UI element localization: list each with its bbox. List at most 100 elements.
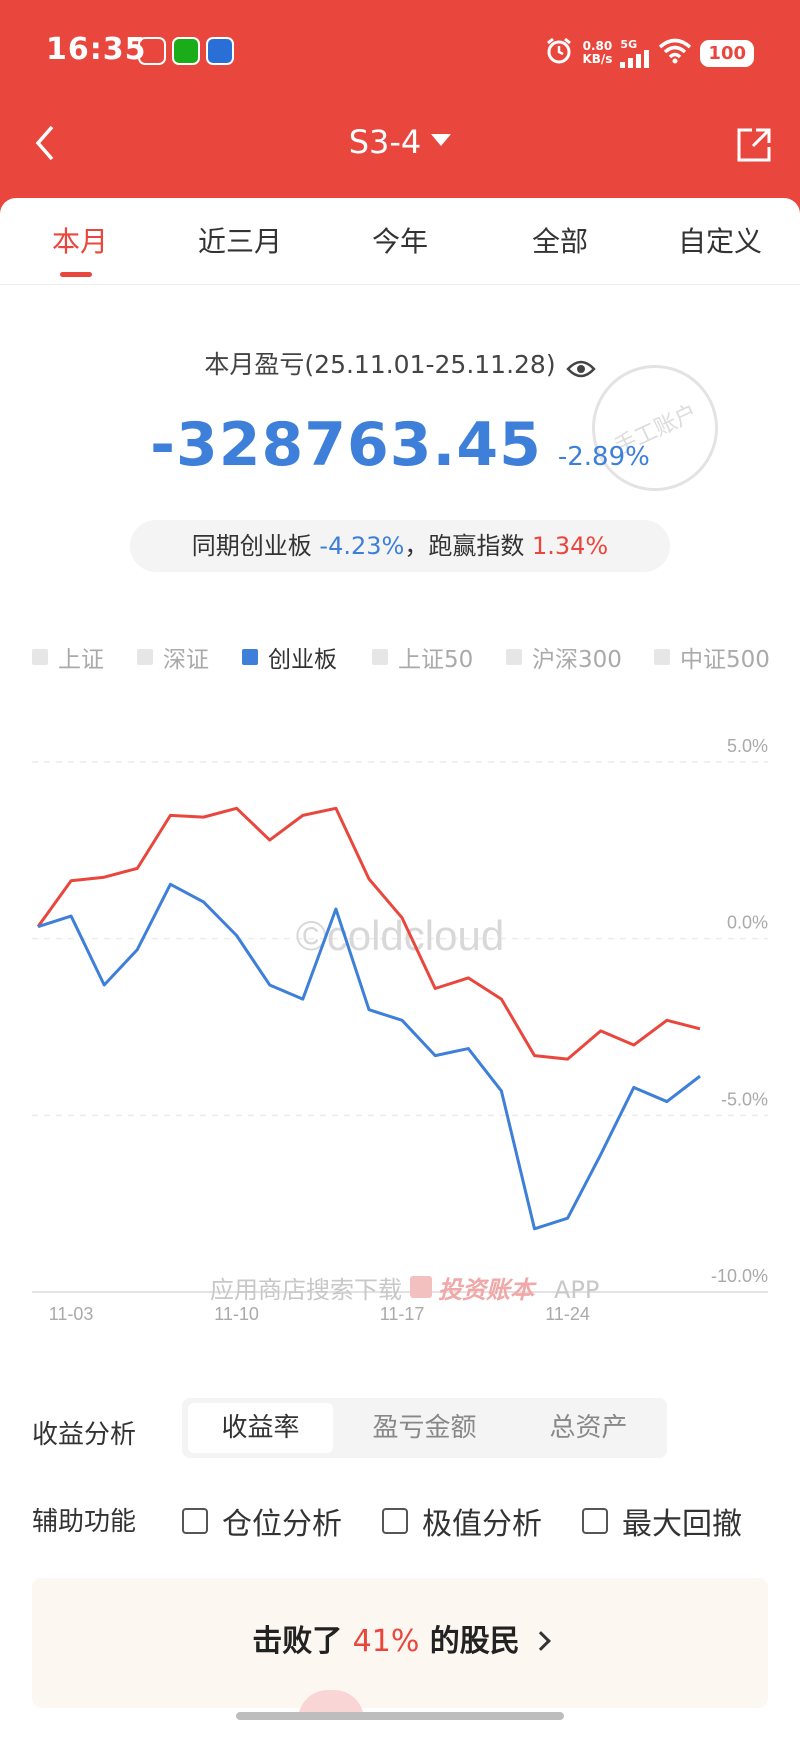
max-drawdown-checkbox[interactable]: 最大回撤: [582, 1499, 742, 1543]
legend-swatch: [137, 649, 153, 665]
analysis-label: 收益分析: [32, 1420, 137, 1450]
analysis-segmented-control: 收益率 盈亏金额 总资产: [182, 1398, 667, 1458]
checkbox-box: [182, 1508, 208, 1534]
pnl-percent: -2.89%: [557, 442, 650, 472]
back-icon[interactable]: [26, 123, 66, 163]
status-bar: 16:35 0.80 KB/s 5G 100: [0, 0, 800, 100]
x-tick-label: 11-17: [380, 1304, 425, 1324]
pnl-amount: -328763.45: [150, 410, 542, 480]
beat-percent: 41%: [352, 1624, 420, 1659]
x-axis-ticks: 11-03 11-10 11-17 11-24: [49, 1304, 590, 1324]
x-tick-label: 11-24: [545, 1304, 590, 1324]
legend-item-csi300[interactable]: 沪深300: [506, 640, 622, 674]
legend-label: 创业板: [268, 647, 337, 673]
return-analysis: 收益分析 收益率 盈亏金额 总资产: [32, 1398, 772, 1464]
legend-swatch: [242, 649, 258, 665]
caret-down-icon: [431, 134, 452, 146]
active-tab-indicator: [60, 272, 92, 277]
compare-separator: ，: [404, 532, 429, 560]
beat-prefix: 击败了: [252, 1624, 343, 1659]
promo-brand: 投资账本: [438, 1276, 537, 1304]
share-icon[interactable]: [734, 125, 774, 165]
segment-pnl-amount[interactable]: 盈亏金额: [372, 1413, 477, 1443]
y-tick-label: 0.0%: [727, 913, 768, 933]
eye-icon[interactable]: [565, 356, 596, 378]
checkbox-box: [382, 1508, 408, 1534]
wifi-icon: [658, 38, 692, 68]
y-axis-ticks: 5.0% 0.0% -5.0% -10.0%: [711, 736, 768, 1286]
tab-three-months[interactable]: 近三月: [197, 225, 282, 258]
promo-logo-icon: [410, 1276, 432, 1298]
chevron-right-icon: [530, 1631, 551, 1651]
app-star-icon: [206, 37, 234, 65]
auxiliary-functions: 辅助功能 仓位分析 极值分析 最大回撤: [32, 1495, 782, 1545]
segment-total-assets[interactable]: 总资产: [549, 1413, 628, 1443]
legend-item-chinext[interactable]: 创业板: [242, 640, 337, 674]
index-legend: 上证 深证 创业板 上证50 沪深300 中证500: [32, 640, 772, 674]
nav-bar: S3-4: [0, 115, 800, 175]
net-speed-unit: KB/s: [582, 52, 613, 66]
chinext-line: [37, 882, 701, 1231]
chinext-percent: -4.23%: [319, 532, 405, 560]
status-right: 0.80 KB/s 5G 100: [544, 36, 754, 70]
alarm-icon: [544, 36, 574, 70]
legend-label: 中证500: [680, 647, 770, 673]
return-chart[interactable]: ©coldcloud 应用商店搜索下载 投资账本 APP 11-03 11-10 1…: [0, 720, 800, 1330]
promo-prefix: 应用商店搜索下载: [210, 1276, 402, 1304]
checkbox-label: 最大回撤: [622, 1507, 742, 1542]
index-compare: 同期创业板 -4.23%，跑赢指数 1.34%: [130, 520, 670, 572]
app-header: [0, 0, 800, 215]
content-card: [0, 198, 800, 1737]
battery-icon: 100: [700, 39, 754, 67]
tab-this-month[interactable]: 本月: [51, 225, 108, 258]
legend-swatch: [654, 649, 670, 665]
wechat-icon: [172, 37, 200, 65]
x-tick-label: 11-03: [49, 1304, 94, 1324]
promo-watermark: 应用商店搜索下载 投资账本 APP: [210, 1276, 599, 1304]
network-type: 5G: [620, 37, 638, 51]
signal-icon: 5G: [620, 39, 650, 68]
net-speed-value: 0.80: [582, 39, 613, 53]
legend-item-shenzhen[interactable]: 深证: [137, 640, 209, 674]
period-tabs: 本月 近三月 今年 全部 自定义: [0, 198, 800, 285]
legend-item-csi500[interactable]: 中证500: [654, 640, 770, 674]
legend-swatch: [506, 649, 522, 665]
chart-grid: [32, 761, 768, 1293]
legend-label: 沪深300: [532, 647, 622, 673]
net-speed: 0.80 KB/s: [582, 40, 612, 66]
status-time: 16:35: [46, 32, 147, 67]
app-notification-icon: [138, 37, 166, 65]
home-indicator[interactable]: [236, 1712, 564, 1720]
account-title: S3-4: [348, 123, 422, 161]
tab-this-year[interactable]: 今年: [371, 225, 428, 258]
promo-suffix: APP: [554, 1276, 599, 1304]
checkbox-label: 仓位分析: [222, 1507, 342, 1542]
compare-mid: 跑赢指数: [428, 532, 525, 560]
legend-label: 上证50: [398, 647, 474, 673]
y-tick-label: -5.0%: [721, 1089, 768, 1109]
tab-custom[interactable]: 自定义: [677, 225, 762, 258]
x-tick-label: 11-10: [214, 1304, 259, 1324]
portfolio-line: [36, 806, 701, 1061]
tab-all[interactable]: 全部: [531, 225, 588, 258]
position-analysis-checkbox[interactable]: 仓位分析: [182, 1499, 342, 1543]
pnl-summary: -328763.45 -2.89%: [0, 410, 800, 480]
segment-return-rate[interactable]: 收益率: [188, 1403, 333, 1453]
period-label: 本月盈亏(25.11.01-25.11.28): [204, 350, 556, 379]
legend-swatch: [372, 649, 388, 665]
checkbox-box: [582, 1508, 608, 1534]
y-tick-label: -10.0%: [711, 1266, 768, 1286]
y-tick-label: 5.0%: [727, 736, 768, 756]
account-selector[interactable]: S3-4: [0, 123, 800, 161]
chart-series: [36, 806, 701, 1231]
checkbox-label: 极值分析: [422, 1507, 542, 1542]
beat-investors-card[interactable]: 击败了 41% 的股民: [32, 1578, 768, 1708]
aux-label: 辅助功能: [32, 1507, 137, 1537]
beat-text: 击败了 41% 的股民: [32, 1616, 768, 1660]
legend-item-sse50[interactable]: 上证50: [372, 640, 473, 674]
legend-label: 上证: [58, 647, 104, 673]
legend-item-shanghai[interactable]: 上证: [32, 640, 104, 674]
extreme-analysis-checkbox[interactable]: 极值分析: [382, 1499, 542, 1543]
period-row: 本月盈亏(25.11.01-25.11.28): [0, 345, 800, 381]
legend-label: 深证: [163, 647, 209, 673]
